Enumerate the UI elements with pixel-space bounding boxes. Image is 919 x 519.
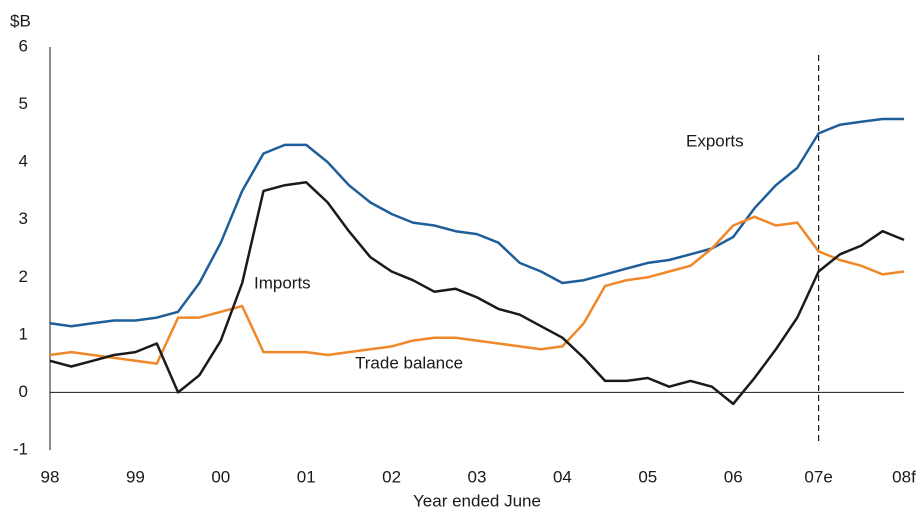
x-tick-label: 05 bbox=[638, 467, 657, 486]
series-line bbox=[49, 215, 905, 365]
x-tick-label: 99 bbox=[126, 467, 145, 486]
y-tick-label: 2 bbox=[19, 267, 28, 286]
x-tick-label: 98 bbox=[41, 467, 60, 486]
x-tick-label: 06 bbox=[724, 467, 743, 486]
series-line bbox=[49, 181, 905, 406]
x-tick-label: 08f bbox=[892, 467, 916, 486]
series-label: Exports bbox=[686, 131, 744, 150]
series-label: Trade balance bbox=[355, 353, 463, 372]
series-label: Imports bbox=[254, 273, 311, 292]
x-tick-label: 02 bbox=[382, 467, 401, 486]
x-axis-title: Year ended June bbox=[413, 491, 541, 510]
y-tick-label: 4 bbox=[19, 152, 28, 171]
x-tick-label: 03 bbox=[468, 467, 487, 486]
y-tick-label: 6 bbox=[19, 36, 28, 55]
series-line bbox=[49, 117, 904, 328]
y-tick-label: 0 bbox=[19, 382, 28, 401]
y-tick-label: 3 bbox=[19, 209, 28, 228]
y-unit: $B bbox=[10, 11, 31, 30]
y-tick-label: 1 bbox=[19, 324, 28, 343]
x-tick-label: 04 bbox=[553, 467, 572, 486]
x-tick-label: 01 bbox=[297, 467, 316, 486]
x-tick-label: 07e bbox=[804, 467, 832, 486]
y-tick-label: -1 bbox=[13, 439, 28, 458]
y-tick-label: 5 bbox=[19, 94, 28, 113]
x-tick-label: 00 bbox=[211, 467, 230, 486]
